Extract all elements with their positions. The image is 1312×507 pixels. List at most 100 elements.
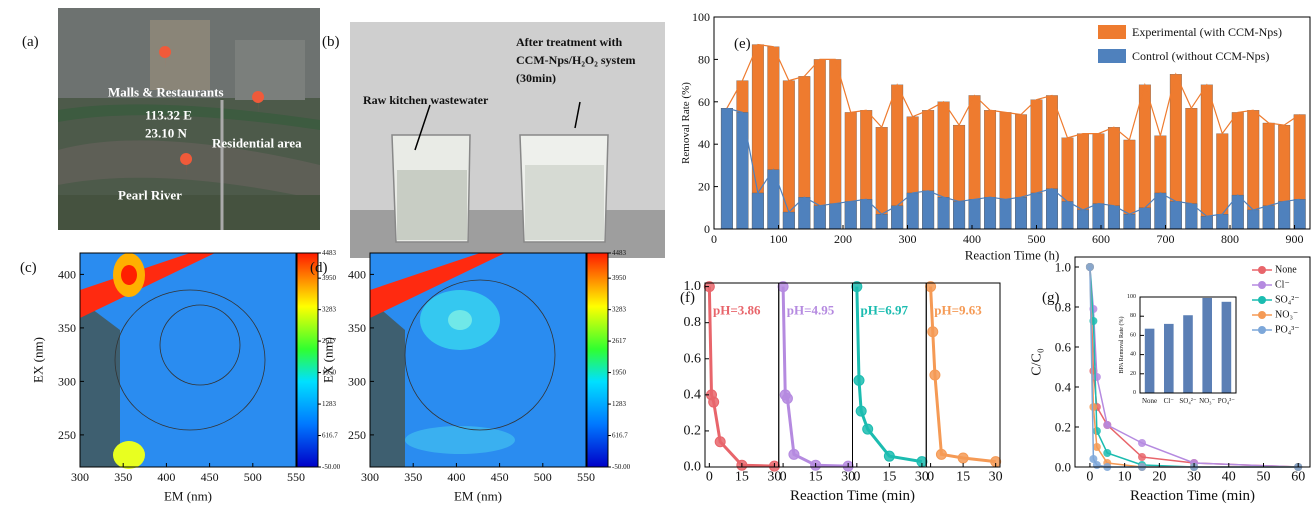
bar [782, 211, 795, 230]
x-tick-label: 50 [1256, 470, 1270, 485]
x-tick-label: 0 [706, 470, 713, 485]
bar [1138, 207, 1151, 230]
bar [1144, 328, 1155, 393]
series-line [707, 286, 775, 468]
x-axis-label: Reaction Time (min) [790, 488, 915, 504]
bar [829, 203, 842, 230]
bar [1076, 209, 1089, 230]
plot-frame [713, 16, 1311, 230]
x-tick-label: 300 [71, 470, 89, 484]
x-tick-label: 0 [780, 470, 787, 485]
y-tick-label: 80 [1130, 313, 1136, 319]
x-tick-label: 20 [1152, 470, 1166, 485]
x-axis-label: EM (nm) [454, 489, 502, 504]
x-tick-label: 450 [201, 470, 219, 484]
colorbar-label: 2617 [322, 337, 337, 345]
point [1089, 455, 1098, 463]
point [1092, 443, 1101, 451]
x-tick-label: 100 [770, 232, 788, 246]
colorbar-label: 1283 [322, 400, 337, 408]
y-tick-label: 40 [1130, 352, 1136, 358]
map-label: Residential area [212, 136, 302, 151]
y-tick-label: 20 [1130, 371, 1136, 377]
panel-label: (f) [680, 290, 695, 306]
y-tick-label: 250 [58, 428, 76, 442]
y-axis-label: Removal Rate (%) [680, 82, 692, 164]
legend-swatch [1098, 49, 1126, 63]
x-tick-label: 0 [853, 470, 860, 485]
x-tick-label: 550 [577, 470, 595, 484]
colorbar-label: 4483 [612, 249, 627, 257]
bar [1293, 199, 1306, 230]
bar [1107, 205, 1120, 230]
y-tick-label: 0.4 [1055, 380, 1072, 395]
x-tick-label: 30 [989, 470, 1003, 485]
x-axis-label: EM (nm) [164, 489, 212, 504]
map-coord: 23.10 N [145, 126, 188, 141]
x-tick-label: 15 [956, 470, 970, 485]
bar [906, 192, 919, 230]
bar [751, 192, 764, 230]
bar [1092, 203, 1105, 230]
y-tick-label: 0.0 [1055, 460, 1071, 475]
y-tick-label: 100 [1127, 294, 1136, 300]
y-axis-label: C/C₀ [1030, 348, 1045, 376]
series-label: pH=9.63 [934, 303, 982, 318]
x-tick-label: 0 [711, 232, 717, 246]
series-line [726, 107, 1300, 217]
x-tick-label: 0 [927, 470, 934, 485]
x-tick-label: 700 [1157, 232, 1175, 246]
point [1137, 453, 1146, 461]
y-tick-label: 350 [58, 321, 76, 335]
bar [1169, 201, 1182, 230]
y-tick-label: 0.2 [684, 423, 702, 438]
y-tick-label: 0.8 [1055, 300, 1071, 315]
point [1103, 449, 1112, 457]
panel-label: (c) [20, 260, 37, 276]
y-tick-label: 1.0 [684, 279, 702, 294]
legend-marker [1258, 296, 1266, 304]
x-tick-label: 550 [287, 470, 305, 484]
photo-label: Raw kitchen wastewater [363, 93, 489, 107]
y-tick-label: 400 [348, 267, 366, 281]
x-tick-label: 500 [244, 470, 262, 484]
x-tick-label: 600 [1092, 232, 1110, 246]
legend-marker [1258, 281, 1266, 289]
y-tick-label: 350 [348, 321, 366, 335]
photo-label: (30min) [516, 71, 556, 85]
bar [736, 112, 749, 230]
bar [891, 205, 904, 230]
x-tick-label: NO₃⁻ [1199, 397, 1216, 405]
bar [984, 197, 997, 230]
x-tick-label: 300 [899, 232, 917, 246]
series-label: pH=4.95 [787, 303, 835, 318]
x-tick-label: 500 [1028, 232, 1046, 246]
series-line [929, 286, 996, 464]
point [1089, 403, 1098, 411]
x-tick-label: 350 [114, 470, 132, 484]
x-tick-label: None [1142, 397, 1157, 405]
x-tick-label: 450 [491, 470, 509, 484]
colorbar-label: 1950 [322, 369, 337, 377]
legend-label: SO₄²⁻ [1275, 295, 1300, 306]
y-tick-label: 60 [1130, 332, 1136, 338]
bar [1164, 323, 1174, 393]
bar [968, 199, 981, 230]
map-label: Pearl River [118, 188, 182, 203]
x-tick-label: 60 [1291, 470, 1305, 485]
point [1103, 421, 1112, 429]
y-tick-label: 60 [698, 95, 710, 109]
bar [1200, 84, 1213, 230]
y-tick-label: 300 [348, 374, 366, 388]
bar [1221, 301, 1232, 393]
bar [1202, 297, 1212, 393]
x-tick-label: 0 [1086, 470, 1093, 485]
colorbar [296, 252, 319, 468]
y-axis-label: EX (nm) [321, 337, 336, 383]
panel-label: (g) [1042, 290, 1060, 306]
series-line [726, 43, 1301, 142]
x-tick-label: 400 [447, 470, 465, 484]
x-tick-label: 300 [361, 470, 379, 484]
y-tick-label: 20 [698, 180, 710, 194]
